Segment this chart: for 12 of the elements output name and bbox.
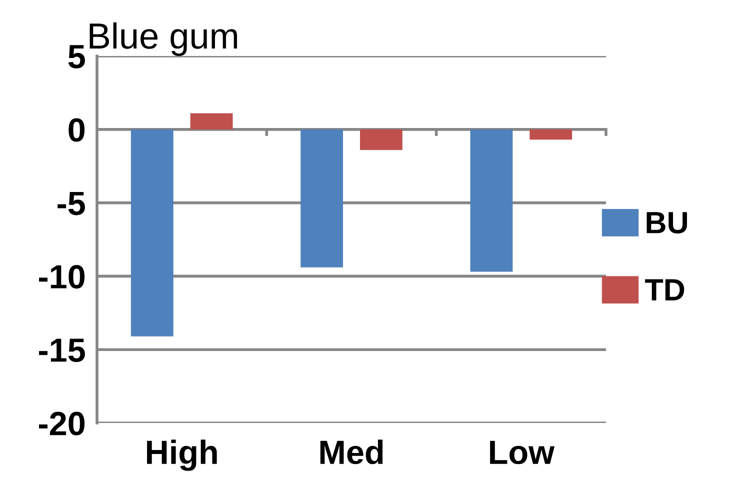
y-tick-label: 5 <box>68 45 85 68</box>
y-tick-label: -5 <box>58 192 85 216</box>
legend-label: BU <box>646 212 687 234</box>
chart-title: Blue gum <box>90 22 237 56</box>
y-tick-label: -15 <box>39 338 85 362</box>
x-tick-label: Low <box>490 440 555 464</box>
legend-label: TD <box>645 279 684 300</box>
y-tick-label: -20 <box>39 412 85 436</box>
y-tick-label: -10 <box>39 265 85 289</box>
y-tick-label: 0 <box>68 118 85 142</box>
x-tick-label: Med <box>320 440 383 464</box>
x-tick-label: High <box>147 440 217 471</box>
